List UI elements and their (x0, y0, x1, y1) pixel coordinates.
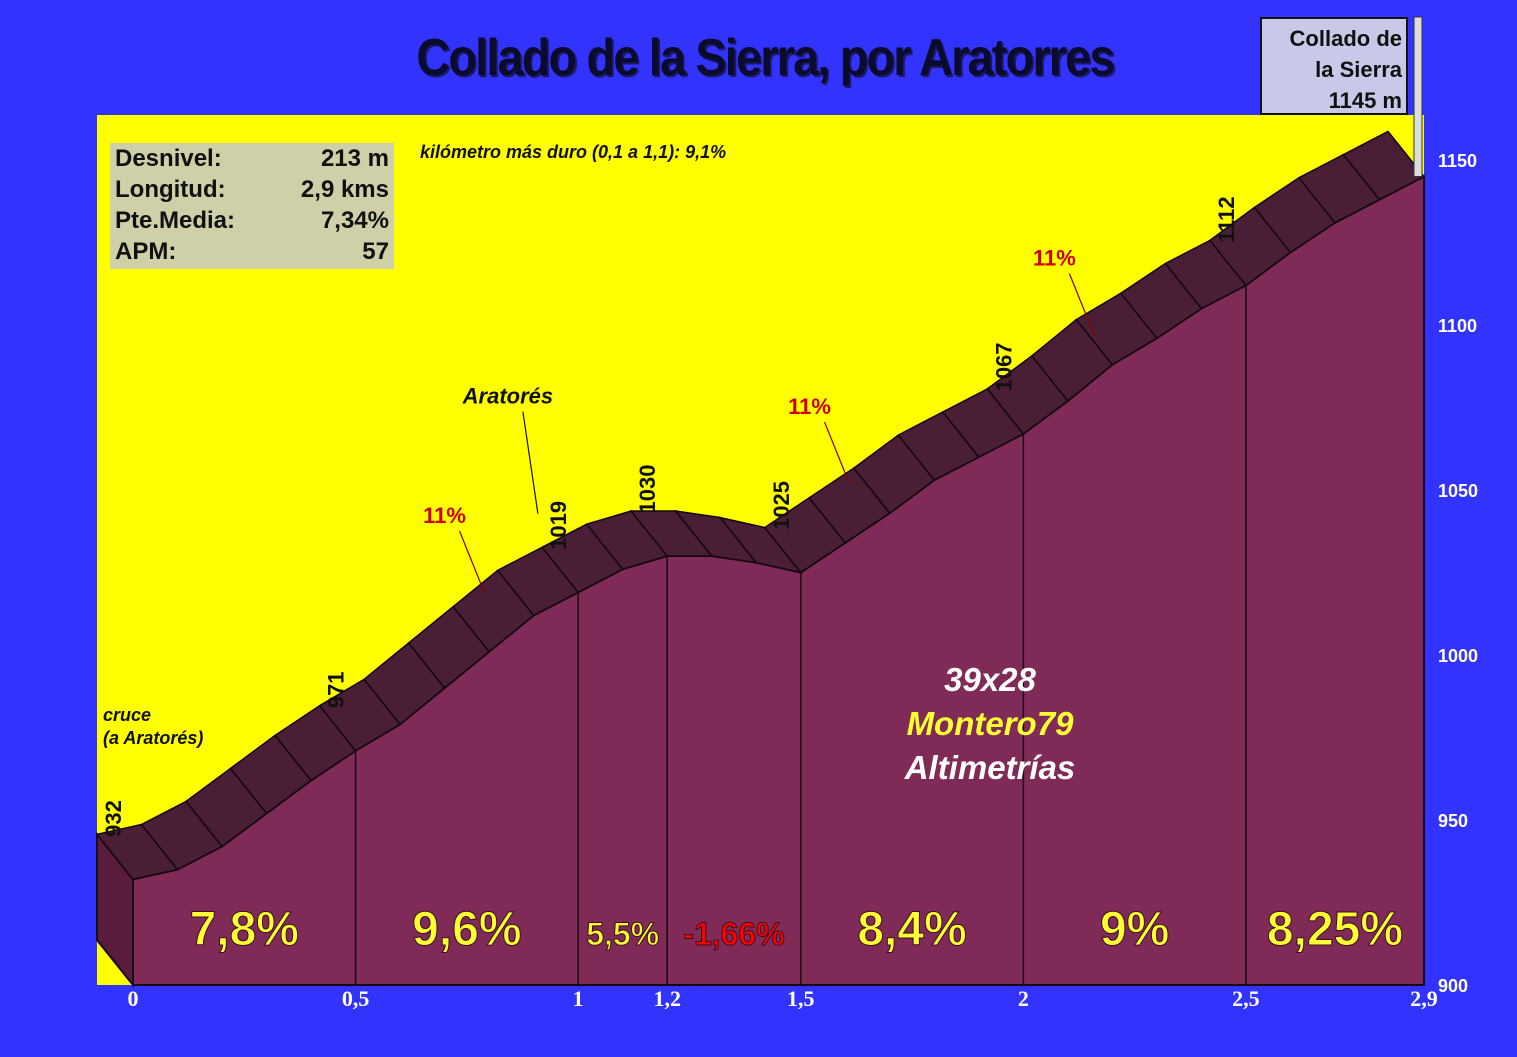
segment-gradient-label: -1,66% (683, 916, 784, 952)
elevation-label: 1019 (546, 501, 571, 550)
stat-row: Longitud: 2,9 kms (110, 174, 394, 205)
summit-sign: Collado de la Sierra 1145 m (1260, 17, 1408, 115)
stat-label: Longitud: (115, 176, 226, 203)
stat-row: Pte.Media: 7,34% (110, 205, 394, 236)
credits: 39x28 Montero79 Altimetrías (850, 658, 1130, 790)
start-note-line: cruce (103, 705, 152, 725)
annotation-leader (458, 530, 486, 594)
elevation-label: 1067 (991, 342, 1016, 391)
x-tick-label: 2 (1018, 986, 1029, 1011)
segment-gradient-label: 5,5% (586, 916, 659, 952)
stat-value: 57 (362, 238, 389, 265)
hardest-km-note: kilómetro más duro (0,1 a 1,1): 9,1% (420, 142, 727, 162)
gear-ratio: 39x28 (944, 661, 1036, 698)
y-tick-label: 1000 (1438, 646, 1478, 666)
x-tick-label: 0 (128, 986, 139, 1011)
segment-gradient-label: 7,8% (190, 903, 299, 956)
y-tick-label: 1050 (1438, 481, 1478, 501)
annotation-label: 11% (423, 503, 466, 528)
annotation-leader (1068, 273, 1095, 336)
y-tick-label: 950 (1438, 811, 1468, 831)
stat-row: APM: 57 (110, 236, 394, 267)
stat-value: 213 m (320, 145, 389, 172)
annotation-leader (823, 421, 851, 485)
annotation-label: Aratorés (462, 384, 553, 409)
stat-label: Desnivel: (115, 145, 222, 172)
elevation-label: 1025 (769, 481, 794, 530)
site-name: Altimetrías (904, 749, 1076, 786)
segment-gradient-label: 9,6% (412, 903, 521, 956)
annotation-leader (522, 411, 539, 514)
summit-flag-pole (1413, 16, 1423, 177)
y-tick-label: 1150 (1438, 151, 1477, 171)
x-tick-label: 1 (573, 986, 584, 1011)
chart-title: Collado de la Sierra, por Aratorres (416, 29, 1115, 87)
annotation-label: 11% (1033, 246, 1076, 271)
summit-sign-line: Collado de (1289, 26, 1402, 51)
x-tick-label: 1,5 (787, 986, 815, 1011)
segment-gradient-label: 8,4% (857, 903, 966, 956)
stat-row: Desnivel: 213 m (110, 143, 394, 174)
stat-label: APM: (115, 238, 177, 265)
summit-sign-line: la Sierra (1315, 57, 1402, 82)
stat-value: 2,9 kms (300, 176, 389, 203)
elevation-label: 1030 (635, 465, 660, 514)
x-tick-label: 2,5 (1232, 986, 1260, 1011)
x-tick-label: 0,5 (342, 986, 370, 1011)
summit-sign-line: 1145 m (1328, 88, 1402, 113)
stat-label: Pte.Media: (115, 207, 236, 234)
x-tick-label: 1,2 (653, 986, 681, 1011)
profile-top-band (1342, 130, 1426, 201)
elevation-label: 971 (324, 671, 349, 708)
elevation-label: 932 (101, 800, 126, 837)
x-tick-label: 2,9 (1410, 986, 1438, 1011)
elevation-label: 1112 (1214, 196, 1239, 243)
annotation-label: 11% (788, 394, 831, 419)
segment-gradient-label: 9% (1100, 903, 1169, 956)
segment-gradient-label: 8,25% (1267, 903, 1403, 956)
y-tick-label: 1100 (1438, 316, 1477, 336)
y-tick-label: 900 (1438, 976, 1468, 996)
start-note: cruce (a Aratorés) (103, 704, 203, 750)
stats-box: Desnivel: 213 m Longitud: 2,9 kms Pte.Me… (110, 143, 394, 269)
author-name: Montero79 (906, 705, 1074, 742)
start-note-line: (a Aratorés) (103, 728, 204, 748)
stat-value: 7,34% (320, 207, 389, 234)
